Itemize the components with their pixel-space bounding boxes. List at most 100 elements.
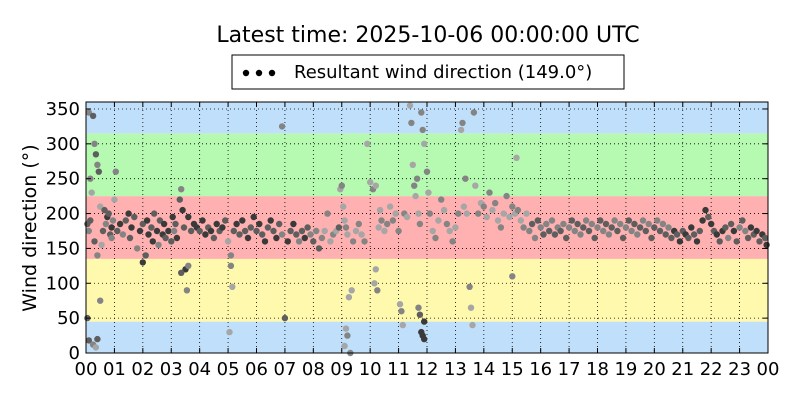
- data-point: [136, 227, 144, 235]
- data-point: [506, 213, 513, 221]
- data-point: [101, 206, 108, 214]
- data-point: [338, 182, 345, 189]
- data-point: [134, 245, 141, 252]
- data-point: [631, 220, 638, 228]
- data-point: [514, 206, 522, 214]
- data-point: [403, 213, 411, 221]
- x-tick-label: 01: [103, 359, 126, 380]
- data-point: [85, 337, 93, 344]
- data-point: [89, 112, 97, 120]
- data-point: [156, 217, 164, 224]
- data-point: [345, 294, 353, 301]
- data-point: [176, 196, 183, 203]
- x-tick-label: 04: [188, 359, 211, 380]
- data-point: [568, 217, 576, 224]
- data-point: [469, 321, 476, 329]
- data-point: [178, 186, 185, 193]
- data-point: [247, 224, 254, 231]
- x-tick-label: 00: [757, 359, 780, 380]
- data-point: [762, 234, 769, 242]
- data-point: [361, 238, 368, 245]
- data-point: [253, 227, 260, 235]
- data-point: [705, 213, 712, 221]
- y-tick-label: 50: [57, 308, 80, 329]
- data-point: [455, 210, 462, 217]
- data-point: [565, 224, 573, 231]
- data-point: [153, 227, 161, 235]
- data-point: [278, 231, 286, 238]
- data-point: [183, 287, 191, 294]
- x-tick-label: 19: [614, 359, 637, 380]
- data-point: [753, 227, 760, 235]
- data-point: [170, 227, 178, 235]
- data-point: [742, 227, 749, 235]
- data-point: [540, 231, 547, 238]
- data-point: [355, 220, 362, 228]
- data-point: [196, 227, 203, 235]
- data-point: [634, 231, 641, 238]
- data-point: [179, 206, 186, 214]
- y-tick-label: 350: [46, 99, 80, 120]
- data-point: [99, 227, 107, 235]
- data-point: [676, 238, 684, 245]
- y-tick-label: 100: [46, 273, 80, 294]
- data-point: [111, 196, 118, 203]
- data-point: [685, 234, 692, 242]
- data-point: [364, 140, 371, 147]
- data-point: [169, 213, 176, 221]
- data-point: [406, 102, 414, 109]
- data-point: [224, 238, 232, 245]
- y-tick-label: 0: [69, 343, 80, 364]
- data-point: [250, 213, 257, 221]
- data-point: [139, 220, 146, 228]
- data-point: [348, 287, 355, 294]
- data-point: [344, 231, 351, 238]
- data-point: [222, 217, 229, 224]
- data-point: [342, 325, 350, 332]
- x-tick-label: 08: [302, 359, 325, 380]
- data-point: [352, 227, 360, 235]
- data-point: [571, 227, 578, 235]
- data-point: [472, 182, 479, 189]
- data-point: [229, 283, 236, 290]
- data-point: [213, 220, 220, 228]
- data-point: [645, 220, 652, 228]
- data-point: [699, 217, 706, 224]
- data-point: [693, 238, 701, 245]
- chart-title: Latest time: 2025-10-06 00:00:00 UTC: [216, 23, 639, 48]
- data-point: [374, 287, 381, 294]
- y-tick-label: 200: [46, 204, 80, 225]
- data-point: [88, 189, 95, 196]
- data-point: [636, 224, 644, 231]
- x-tick-label: 17: [558, 359, 581, 380]
- data-point: [125, 210, 132, 217]
- data-point: [384, 220, 391, 228]
- data-point: [421, 335, 428, 343]
- data-point: [94, 161, 101, 168]
- data-point: [91, 140, 98, 147]
- data-point: [423, 168, 431, 175]
- data-point: [256, 220, 263, 228]
- data-point: [131, 213, 138, 221]
- data-point: [591, 234, 598, 242]
- x-axis-ticks: 00 01 02 03 04 05 06 07 08 09 10 11 12 13 14 15 16 17 18 19…: [75, 102, 780, 380]
- data-point: [219, 224, 226, 231]
- data-point: [517, 217, 524, 224]
- x-tick-label: 18: [586, 359, 609, 380]
- data-point: [290, 220, 297, 228]
- data-point: [708, 220, 715, 228]
- data-point: [654, 217, 661, 224]
- data-point: [520, 224, 527, 231]
- data-point: [416, 311, 424, 318]
- x-tick-label: 11: [387, 359, 410, 380]
- x-tick-label: 05: [217, 359, 240, 380]
- data-point: [509, 203, 516, 210]
- data-point: [151, 210, 158, 217]
- data-point: [408, 119, 415, 127]
- data-point: [128, 224, 135, 231]
- x-tick-label: 15: [501, 359, 524, 380]
- data-point: [92, 151, 100, 158]
- data-point: [588, 220, 595, 228]
- data-point: [236, 231, 243, 238]
